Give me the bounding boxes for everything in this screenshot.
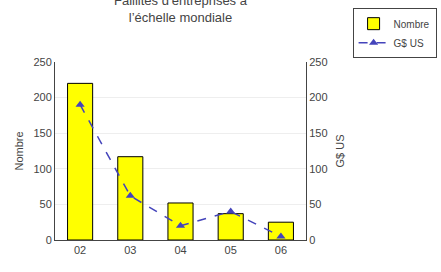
svg-text:Nombre: Nombre xyxy=(394,19,430,30)
svg-text:50: 50 xyxy=(40,198,52,210)
svg-text:04: 04 xyxy=(174,244,186,256)
svg-text:150: 150 xyxy=(309,127,327,139)
svg-text:150: 150 xyxy=(33,127,51,139)
svg-text:02: 02 xyxy=(74,244,86,256)
svg-text:200: 200 xyxy=(309,91,327,103)
svg-text:05: 05 xyxy=(225,244,237,256)
svg-text:0: 0 xyxy=(46,234,52,246)
svg-text:06: 06 xyxy=(275,244,287,256)
svg-text:100: 100 xyxy=(33,163,51,175)
svg-text:G$ US: G$ US xyxy=(394,38,424,49)
svg-text:0: 0 xyxy=(309,234,315,246)
svg-text:200: 200 xyxy=(33,91,51,103)
svg-text:250: 250 xyxy=(309,56,327,68)
svg-text:100: 100 xyxy=(309,163,327,175)
svg-text:Faillites d’entreprises àl’éch: Faillites d’entreprises àl’échelle mondi… xyxy=(114,0,248,25)
svg-text:G$ US: G$ US xyxy=(334,134,346,167)
svg-text:250: 250 xyxy=(33,56,51,68)
svg-text:03: 03 xyxy=(124,244,136,256)
svg-text:Nombre: Nombre xyxy=(13,131,25,170)
svg-text:50: 50 xyxy=(309,198,321,210)
